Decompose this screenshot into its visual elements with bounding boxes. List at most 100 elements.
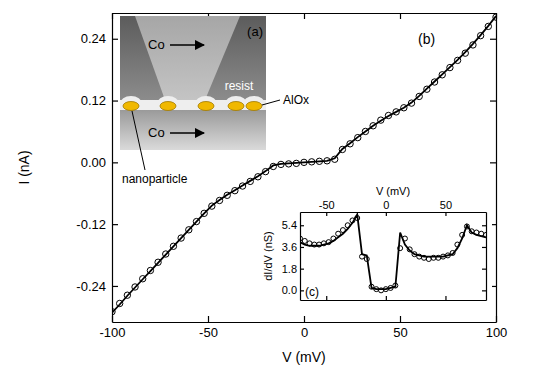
figure: -100-50050100-0.24-0.120.000.120.24V (mV… <box>0 0 542 375</box>
tick-mark <box>482 225 486 226</box>
panel-1: -50 0 50 0.0 1.8 3.6 5.4 V (mV) dI/dV (nS) (c) <box>262 185 489 301</box>
tick <box>400 13 401 19</box>
barrier-layer <box>120 100 266 110</box>
tick: 50 <box>440 199 452 216</box>
tick-label: 0.00 <box>81 155 106 170</box>
inset-background <box>258 182 492 306</box>
x-axis-title: V (mV) <box>376 185 410 197</box>
axis-line <box>496 14 497 323</box>
tick <box>482 225 486 226</box>
tick: 50 <box>393 316 407 340</box>
nanoparticle <box>123 102 139 111</box>
tick-mark <box>300 269 304 270</box>
label-resist: resist <box>225 79 254 93</box>
label-top-co: Co <box>148 37 165 52</box>
y-axis: -0.24 -0.12 0.00 0.12 0.24 <box>76 14 118 323</box>
tick-mark <box>326 296 327 300</box>
axis-line <box>112 14 113 323</box>
y-axis-mirror <box>482 213 487 301</box>
y-axis-title: dI/dV (nS) <box>262 231 274 281</box>
tick-mark <box>208 316 209 322</box>
schematic: Co Co resist (a) AlOx nanoparticle <box>120 16 309 186</box>
tick: 0.0 <box>282 284 304 296</box>
tick-label: 3.6 <box>282 241 297 253</box>
tick-mark <box>386 296 387 300</box>
tick-mark <box>112 100 118 101</box>
tick-mark <box>445 212 446 216</box>
tick-label: 50 <box>440 199 452 211</box>
tick <box>490 39 496 40</box>
tick-mark <box>112 39 118 40</box>
tick <box>304 13 305 19</box>
label-particle: nanoparticle <box>122 172 188 186</box>
tick <box>386 296 387 300</box>
tick-label: -0.24 <box>76 279 106 294</box>
tick: 5.4 <box>282 219 304 231</box>
axis-line <box>486 213 487 301</box>
tick-label: 1.8 <box>282 263 297 275</box>
tick-mark <box>482 269 486 270</box>
tick-mark <box>482 247 486 248</box>
nanoparticle <box>198 102 214 111</box>
tick: -50 <box>199 316 218 340</box>
x-axis-mirror <box>301 296 487 301</box>
panel-label: (c) <box>305 285 319 299</box>
tick-mark <box>326 212 327 216</box>
tick: -50 <box>319 199 335 216</box>
plot-area <box>112 14 496 315</box>
tick-mark <box>304 316 305 322</box>
tick-mark <box>300 290 304 291</box>
tick-mark <box>386 212 387 216</box>
tick-mark <box>300 247 304 248</box>
x-axis: -50 0 50 <box>301 199 487 216</box>
plot-area <box>300 214 486 292</box>
tick-label: 100 <box>486 325 508 340</box>
bottom-electrode <box>120 110 266 150</box>
tick-label: 0.12 <box>81 93 106 108</box>
tick <box>445 296 446 300</box>
label-bottom-co: Co <box>148 125 165 140</box>
panel-label: (a) <box>247 24 263 39</box>
tick: 0.12 <box>81 93 118 108</box>
label-barrier: AlOx <box>283 93 309 107</box>
tick-mark <box>300 225 304 226</box>
leader-line <box>262 100 280 105</box>
x-axis: -100 -50 0 50 100 <box>99 316 507 340</box>
y-axis-title: I (nA) <box>16 150 32 184</box>
tick-label: -100 <box>99 325 125 340</box>
tick: 1.8 <box>282 263 304 275</box>
tick <box>482 247 486 248</box>
leader-line <box>132 111 145 170</box>
tick-label: 0 <box>301 325 308 340</box>
tick: -0.24 <box>76 279 118 294</box>
tick: 0 <box>301 316 308 340</box>
axis-line <box>301 300 487 301</box>
tick-label: -50 <box>319 199 335 211</box>
tick-mark <box>482 290 486 291</box>
nanoparticle <box>228 102 244 111</box>
y-axis: 0.0 1.8 3.6 5.4 <box>282 213 304 301</box>
fit-line <box>112 16 496 313</box>
fit-line <box>300 214 486 289</box>
tick-mark <box>400 13 401 19</box>
tick: 0 <box>383 199 389 216</box>
tick-label: 0.24 <box>81 31 106 46</box>
tick <box>482 269 486 270</box>
magnetization-arrow <box>170 44 204 46</box>
tick-mark <box>112 286 118 287</box>
panel-0: -100-50050100-0.24-0.120.000.120.24V (mV… <box>16 13 507 365</box>
tick <box>490 101 496 102</box>
tick <box>490 162 496 163</box>
nanoparticle <box>160 102 176 111</box>
axis-line <box>301 212 487 213</box>
panel-label: (b) <box>418 31 435 47</box>
tick <box>482 290 486 291</box>
tick-label: 0.0 <box>282 284 297 296</box>
tick-mark <box>400 316 401 322</box>
tick-mark <box>304 13 305 19</box>
tick-mark <box>490 162 496 163</box>
tick: -0.12 <box>76 217 118 232</box>
tick-label: 50 <box>393 325 407 340</box>
tick-label: -50 <box>199 325 218 340</box>
tick-label: 0 <box>383 199 389 211</box>
